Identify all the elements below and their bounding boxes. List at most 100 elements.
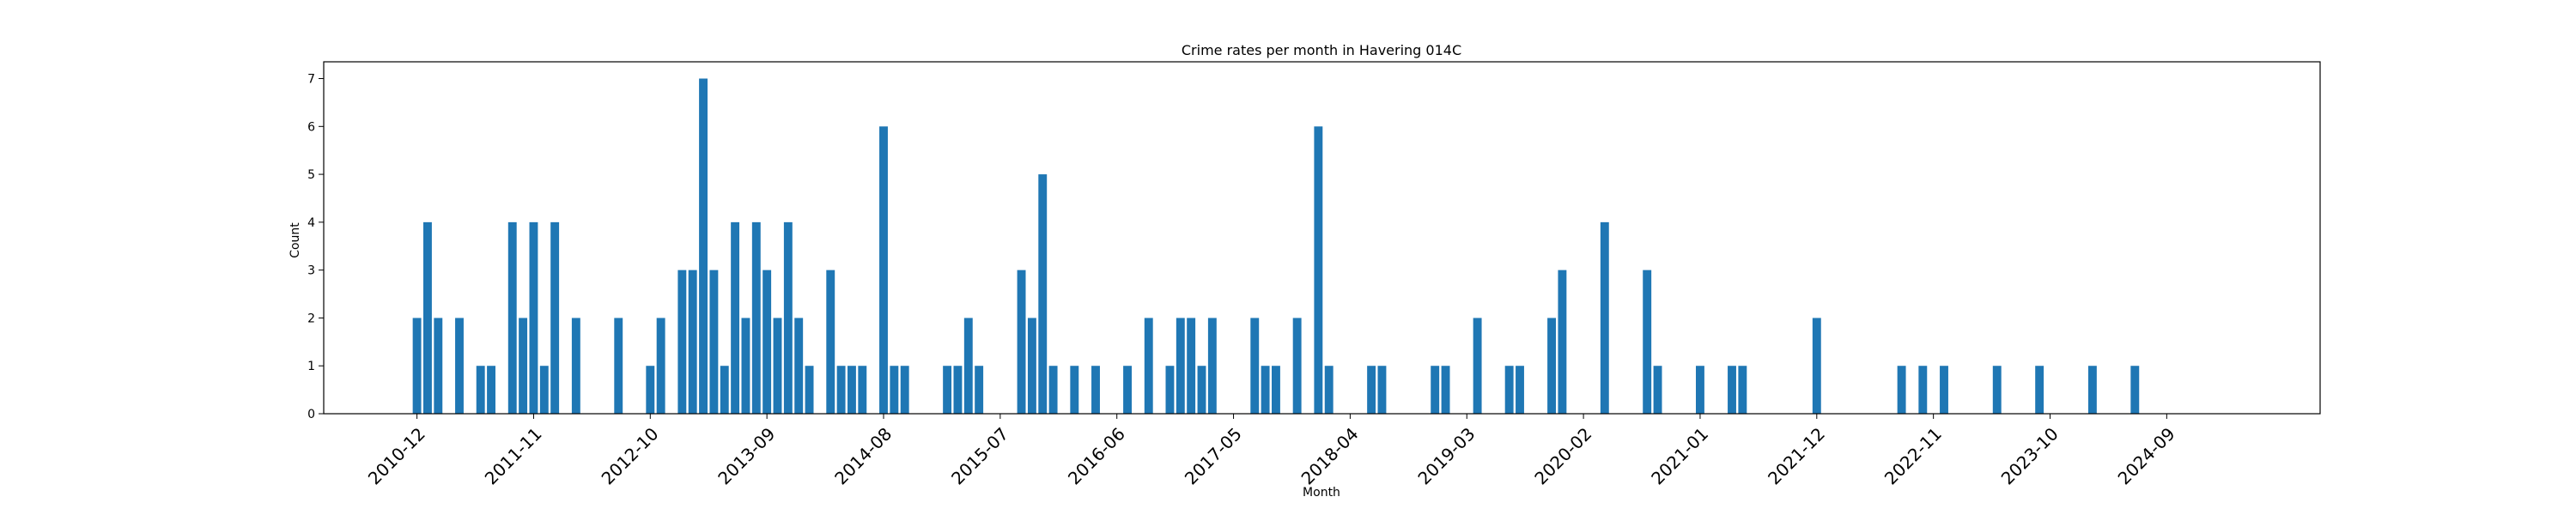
y-tick-label: 6	[307, 120, 315, 134]
bar-2011-06	[476, 366, 485, 414]
bar-2019-11	[1547, 318, 1556, 414]
bar-2015-11	[1038, 174, 1048, 414]
bar-2011-11	[529, 221, 538, 414]
bar-2012-03	[571, 318, 580, 414]
bar-2011-09	[507, 221, 517, 414]
bar-2017-02	[1197, 366, 1206, 414]
bar-2012-10	[646, 366, 655, 414]
bar-2014-03	[826, 270, 835, 414]
y-axis-label: Count	[289, 222, 302, 258]
x-tick-label: 2017-05	[1181, 423, 1246, 488]
x-tick-label: 2021-01	[1647, 423, 1712, 488]
bar-2016-11	[1165, 366, 1175, 414]
bar-2017-03	[1207, 318, 1217, 414]
bar-2020-08	[1643, 270, 1652, 414]
bar-2022-10	[1918, 366, 1928, 414]
bar-2013-01	[677, 270, 687, 414]
bar-2015-05	[975, 366, 984, 414]
bar-2016-02	[1070, 366, 1079, 414]
x-tick-label: 2020-02	[1530, 423, 1595, 488]
x-tick-label: 2018-04	[1297, 423, 1363, 488]
bar-2020-04	[1600, 221, 1609, 414]
bar-2013-10	[773, 318, 782, 414]
bar-2015-04	[963, 318, 973, 414]
bar-2013-05	[720, 366, 729, 414]
bar-2013-06	[731, 221, 740, 414]
y-tick-label: 7	[307, 73, 315, 87]
y-tick-label: 5	[307, 168, 315, 182]
plot-frame	[323, 61, 2321, 415]
bar-2014-09	[890, 366, 899, 414]
bar-2014-04	[836, 366, 846, 414]
bar-2014-06	[858, 366, 867, 414]
y-tick-label: 3	[307, 264, 315, 278]
x-tick-label: 2011-11	[481, 423, 546, 488]
bar-2017-08	[1261, 366, 1270, 414]
bar-2017-09	[1272, 366, 1280, 414]
bar-2022-08	[1897, 366, 1906, 414]
bar-2018-07	[1377, 366, 1387, 414]
bar-2014-01	[805, 366, 814, 414]
y-ticks-group: 0 1 2 3 4 5 6 7	[307, 73, 324, 421]
bar-2011-01	[423, 221, 432, 414]
bar-2016-07	[1123, 366, 1132, 414]
bar-2015-09	[1017, 270, 1026, 414]
bar-2024-06	[2130, 366, 2140, 414]
bar-2010-12	[412, 318, 422, 414]
bar-2018-02	[1324, 366, 1334, 414]
bar-2013-07	[741, 318, 750, 414]
y-tick-label: 0	[307, 408, 315, 421]
x-tick-label: 2016-06	[1064, 423, 1129, 488]
bar-2014-08	[879, 126, 888, 414]
bar-2018-01	[1314, 126, 1323, 414]
bar-2016-12	[1176, 318, 1185, 414]
bar-2022-12	[1940, 366, 1948, 414]
bar-2021-04	[1728, 366, 1736, 414]
x-tick-label: 2015-07	[947, 423, 1012, 488]
x-axis-label: Month	[1303, 486, 1340, 500]
bar-2013-03	[699, 78, 708, 415]
bar-2013-02	[688, 270, 697, 414]
bar-2013-12	[794, 318, 804, 414]
bar-2019-08	[1516, 366, 1524, 414]
bar-2012-11	[656, 318, 665, 414]
chart-title: Crime rates per month in Havering 014C	[1182, 42, 1461, 58]
x-tick-label: 2010-12	[364, 423, 429, 488]
bar-2017-07	[1250, 318, 1260, 414]
bar-2018-12	[1431, 366, 1440, 414]
bar-2013-08	[751, 221, 761, 414]
bar-2024-02	[2087, 366, 2097, 414]
bar-2021-05	[1738, 366, 1747, 414]
bar-2019-01	[1441, 366, 1450, 414]
bar-2019-12	[1558, 270, 1567, 414]
x-tick-label: 2013-09	[714, 423, 779, 488]
bar-2012-07	[614, 318, 623, 414]
bar-2013-11	[783, 221, 793, 414]
bar-2020-09	[1653, 366, 1662, 414]
x-tick-label: 2012-10	[598, 423, 663, 488]
bar-2014-10	[900, 366, 909, 414]
bar-2021-12	[1812, 318, 1821, 414]
bar-2015-12	[1048, 366, 1058, 414]
bar-2023-09	[2035, 366, 2044, 414]
bar-2011-04	[455, 318, 464, 414]
bar-2013-04	[709, 270, 719, 414]
y-tick-label: 4	[307, 216, 315, 230]
bar-2016-09	[1144, 318, 1153, 414]
bar-2013-09	[762, 270, 772, 414]
bar-2017-11	[1292, 318, 1302, 414]
bar-2019-04	[1473, 318, 1482, 414]
bar-2011-02	[434, 318, 443, 414]
x-ticks-group: 2010-12 2011-11 2012-10 2013-09 2014-08 2015-…	[364, 414, 2179, 488]
bar-2015-02	[943, 366, 952, 414]
bar-2012-01	[550, 221, 560, 414]
x-tick-label: 2019-03	[1413, 423, 1479, 488]
x-tick-label: 2021-12	[1764, 423, 1829, 488]
bars-group	[412, 78, 2140, 415]
bar-2011-12	[539, 366, 549, 414]
bar-2015-03	[953, 366, 963, 414]
bar-2019-07	[1504, 366, 1514, 414]
bar-2017-01	[1187, 318, 1196, 414]
y-tick-label: 1	[307, 360, 315, 373]
